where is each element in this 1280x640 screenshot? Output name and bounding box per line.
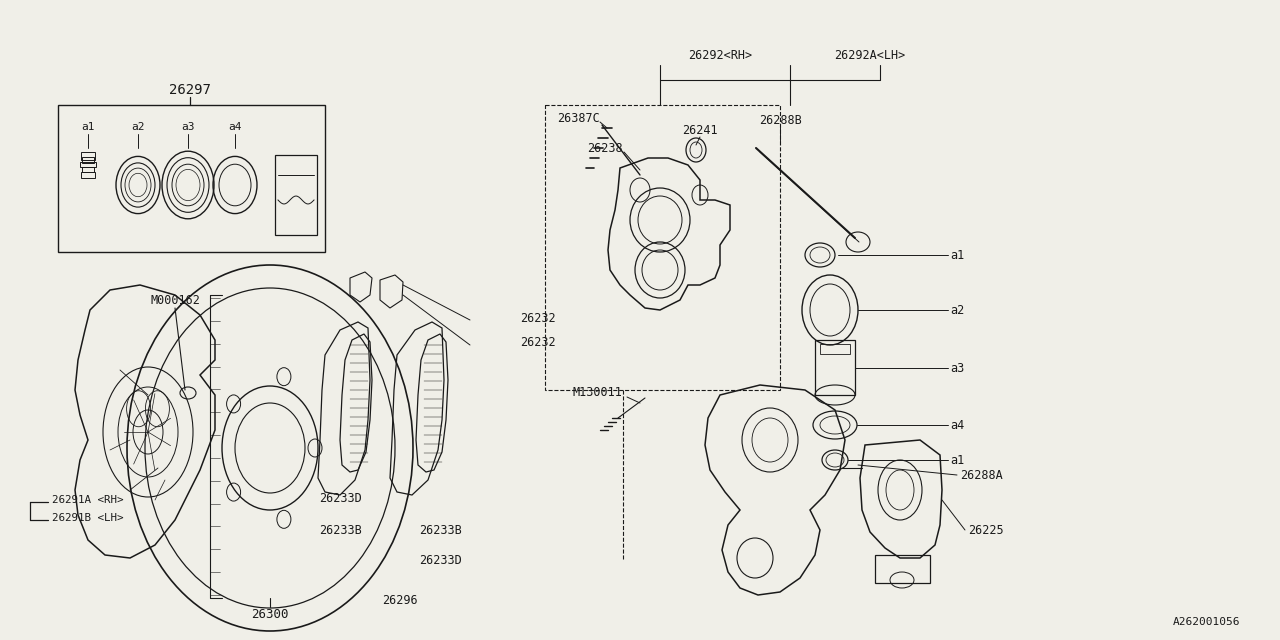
- Bar: [545, 105, 780, 390]
- Text: a4: a4: [228, 122, 242, 132]
- Text: a1: a1: [950, 454, 964, 467]
- Bar: [82, 157, 93, 163]
- Bar: [82, 167, 93, 172]
- Text: 26233B: 26233B: [419, 524, 461, 536]
- Text: 26288A: 26288A: [960, 468, 1002, 481]
- Text: a1: a1: [950, 248, 964, 262]
- Text: M130011: M130011: [572, 385, 622, 399]
- Text: 26387C: 26387C: [557, 111, 600, 125]
- Text: 26241: 26241: [682, 124, 718, 136]
- Text: 26233D: 26233D: [419, 554, 461, 566]
- Bar: [815, 340, 855, 395]
- Text: 26238: 26238: [588, 141, 623, 154]
- Text: a2: a2: [132, 122, 145, 132]
- Text: a1: a1: [81, 122, 95, 132]
- Text: 26297: 26297: [169, 83, 211, 97]
- Text: 26288B: 26288B: [759, 113, 801, 127]
- Text: a3: a3: [182, 122, 195, 132]
- Bar: [876, 555, 931, 583]
- Bar: [81, 172, 95, 178]
- Text: 26291B <LH>: 26291B <LH>: [52, 513, 123, 523]
- Text: a4: a4: [950, 419, 964, 431]
- Text: 26233B: 26233B: [319, 524, 361, 536]
- Text: 26300: 26300: [251, 607, 289, 621]
- Text: 26296: 26296: [383, 593, 417, 607]
- Bar: [79, 162, 96, 167]
- Bar: [58, 105, 325, 252]
- Text: 26232: 26232: [520, 335, 556, 349]
- Text: M000162: M000162: [150, 294, 200, 307]
- Text: a3: a3: [950, 362, 964, 374]
- Text: 26232: 26232: [520, 312, 556, 324]
- Text: 26225: 26225: [968, 524, 1004, 536]
- Bar: [820, 344, 850, 354]
- Text: A262001056: A262001056: [1172, 617, 1240, 627]
- Text: 26233D: 26233D: [319, 492, 361, 504]
- Text: 26292<RH>: 26292<RH>: [687, 49, 753, 61]
- Bar: [275, 155, 317, 235]
- Bar: [81, 152, 95, 160]
- Text: 26291A <RH>: 26291A <RH>: [52, 495, 123, 505]
- Text: 26292A<LH>: 26292A<LH>: [835, 49, 906, 61]
- Text: a2: a2: [950, 303, 964, 317]
